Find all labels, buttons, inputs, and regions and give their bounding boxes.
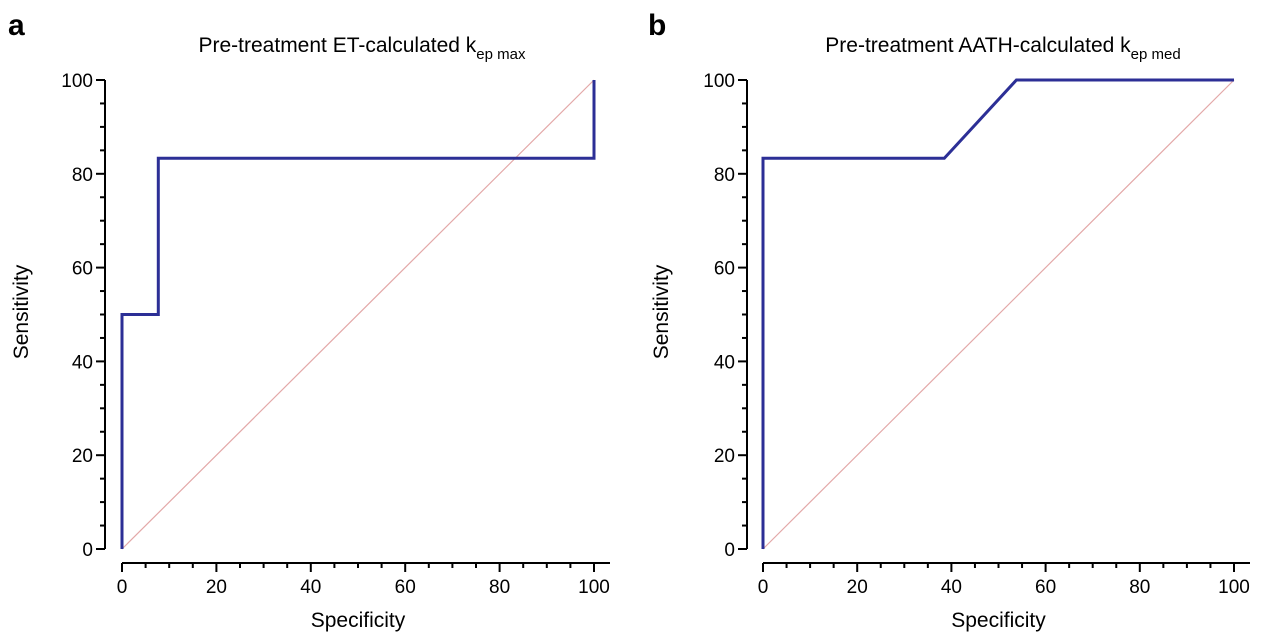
panel-label: a [8, 9, 25, 42]
y-tick-label: 40 [72, 352, 93, 373]
chart-title-subscript: ep max [476, 46, 526, 63]
chart-title: Pre-treatment AATH-calculated kep med [825, 34, 1180, 63]
reference-diagonal-line [121, 79, 595, 550]
x-tick-label: 60 [1035, 577, 1056, 598]
chart-title-main: Pre-treatment ET-calculated k [199, 34, 477, 57]
x-tick-label: 80 [489, 577, 510, 598]
x-axis-label: Specificity [311, 609, 406, 632]
x-axis-label: Specificity [951, 609, 1046, 632]
y-tick-label: 60 [72, 259, 93, 280]
roc-curve-line [761, 78, 1234, 549]
y-axis-label: Sensitivity [650, 264, 673, 359]
x-tick-label: 20 [847, 577, 868, 598]
y-tick-label: 100 [61, 71, 93, 92]
x-tick-label: 100 [578, 577, 610, 598]
panel-label: b [648, 9, 666, 42]
y-tick-label: 80 [714, 165, 735, 186]
y-tick-label: 20 [714, 446, 735, 467]
chart-panel-b: b Pre-treatment AATH-calculated kep med 0 2… [648, 9, 1250, 632]
y-tick-label: 0 [724, 540, 735, 561]
chart-panel-a: a Pre-treatment ET-calculated kep max 0 20 4… [8, 9, 610, 632]
x-tick-label: 0 [117, 577, 128, 598]
chart-title-subscript: ep med [1131, 46, 1181, 63]
y-tick-label: 100 [703, 71, 735, 92]
x-tick-label: 0 [758, 577, 769, 598]
y-tick-label: 40 [714, 352, 735, 373]
roc-curve-line [120, 80, 596, 549]
chart-title: Pre-treatment ET-calculated kep max [199, 34, 526, 63]
x-tick-label: 40 [941, 577, 962, 598]
x-tick-label: 80 [1129, 577, 1150, 598]
y-tick-label: 80 [72, 165, 93, 186]
x-tick-label: 40 [300, 577, 321, 598]
reference-diagonal-line [762, 79, 1235, 550]
x-tick-label: 60 [395, 577, 416, 598]
y-tick-label: 0 [82, 540, 93, 561]
x-tick-label: 100 [1218, 577, 1250, 598]
y-tick-label: 20 [72, 446, 93, 467]
y-tick-label: 60 [714, 259, 735, 280]
x-tick-label: 20 [206, 577, 227, 598]
chart-title-main: Pre-treatment AATH-calculated k [825, 34, 1131, 57]
y-axis-label: Sensitivity [10, 264, 33, 359]
